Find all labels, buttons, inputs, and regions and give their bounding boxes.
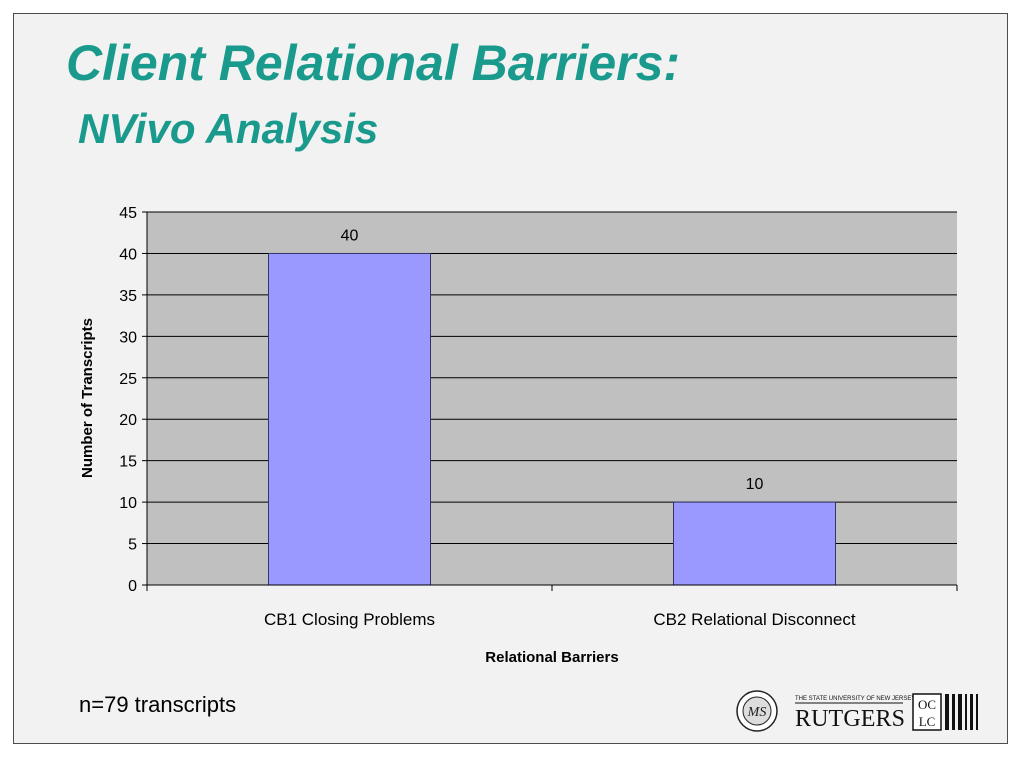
svg-text:MS: MS bbox=[747, 705, 767, 720]
footnote: n=79 transcripts bbox=[79, 692, 237, 717]
data-label: 10 bbox=[746, 476, 764, 493]
y-tick-label: 20 bbox=[119, 412, 137, 429]
y-tick-label: 30 bbox=[119, 329, 137, 346]
x-tick-label: CB2 Relational Disconnect bbox=[653, 610, 855, 629]
svg-text:LC: LC bbox=[919, 714, 936, 729]
slide-title: Client Relational Barriers: bbox=[66, 35, 681, 91]
y-tick-label: 25 bbox=[119, 371, 137, 388]
bar-1 bbox=[268, 252, 431, 586]
x-tick-label: CB1 Closing Problems bbox=[264, 610, 435, 629]
y-axis-title: Number of Transcripts bbox=[79, 318, 96, 478]
y-tick-label: 15 bbox=[119, 454, 137, 471]
y-tick-label: 40 bbox=[119, 246, 137, 263]
y-tick-label: 0 bbox=[128, 578, 137, 595]
y-tick-label: 35 bbox=[119, 288, 137, 305]
slide-subtitle: NVivo Analysis bbox=[78, 105, 379, 152]
y-tick-label: 10 bbox=[119, 495, 137, 512]
labels: 0 5 10 15 20 25 30 35 40 45 40 CB1 Closing Problems… bbox=[119, 205, 856, 629]
x-axis-title: Relational Barriers bbox=[485, 649, 618, 666]
seal-logo: MS bbox=[736, 690, 778, 732]
rutgers-logo: THE STATE UNIVERSITY OF NEW JERSEY RUTGE… bbox=[795, 696, 915, 732]
axes bbox=[142, 211, 958, 591]
data-label: 40 bbox=[341, 227, 359, 244]
svg-text:OC: OC bbox=[918, 697, 936, 712]
bars bbox=[268, 252, 836, 586]
y-tick-label: 45 bbox=[119, 205, 137, 222]
oclc-logo: OC LC bbox=[912, 693, 978, 731]
svg-text:THE STATE UNIVERSITY OF NEW JE: THE STATE UNIVERSITY OF NEW JERSEY bbox=[795, 696, 915, 702]
logos: MS THE STATE UNIVERSITY OF NEW JERSEY RU… bbox=[736, 690, 978, 732]
bar-2 bbox=[673, 501, 836, 586]
y-tick-label: 5 bbox=[128, 537, 137, 554]
svg-text:RUTGERS: RUTGERS bbox=[795, 706, 905, 732]
